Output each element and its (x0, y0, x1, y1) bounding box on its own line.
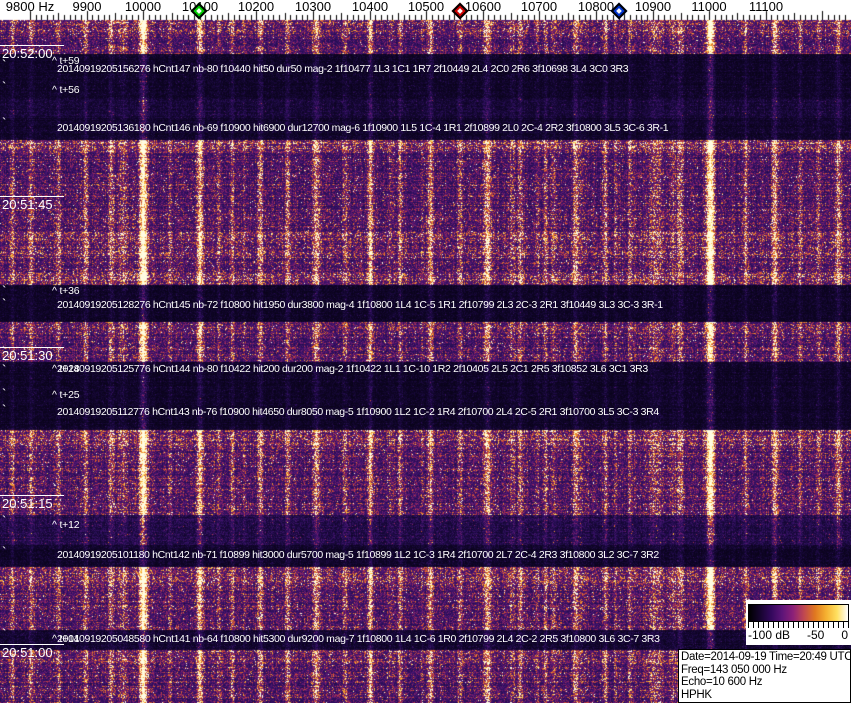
freq-tick-label: 10200 (237, 0, 275, 14)
echo-annotation: ^ t+36 (52, 285, 80, 297)
edge-tick-mark: ` (2, 344, 7, 359)
freq-tick-label: 10800 (577, 0, 615, 14)
status-info-box: Date=2014-09-19 Time=20:49 UTC Freq=143 … (678, 649, 851, 703)
freq-tick-label: 10300 (294, 0, 332, 14)
edge-tick-mark: ` (2, 544, 7, 559)
edge-tick-mark: ` (2, 362, 7, 377)
color-scale-labels: -100 dB -50 0 (748, 629, 848, 642)
time-tick-label: 20:52:00 (0, 45, 64, 60)
edge-tick-mark: ` (2, 115, 7, 130)
freq-tick-label: 10900 (634, 0, 672, 14)
freq-tick-label: 10700 (520, 0, 558, 14)
color-scale-legend: -100 dB -50 0 (746, 600, 851, 645)
info-station: HPHK (681, 688, 712, 701)
color-scale-ticks (748, 622, 849, 628)
scale-label-min: -100 dB (748, 628, 791, 642)
scale-label-max: 0 (841, 628, 848, 642)
echo-annotation: ^ t+01 (52, 633, 80, 645)
freq-tick-label: 10600 (464, 0, 502, 14)
frequency-axis: 9800 Hz990010000101001020010300104001050… (0, 0, 851, 20)
edge-tick-mark: ` (2, 283, 7, 298)
edge-tick-mark: ` (2, 513, 7, 528)
info-frequency: Freq=143 050 000 Hz (681, 663, 787, 676)
time-tick-label: 20:51:45 (0, 196, 64, 211)
echo-annotation: ^ t+28 (52, 363, 80, 375)
edge-tick-mark: ` (2, 296, 7, 311)
freq-tick-label: 11100 (748, 0, 784, 14)
detection-log-line: 20140919205156276 hCnt147 nb-80 f10440 h… (57, 63, 629, 75)
color-scale-gradient (748, 604, 849, 622)
edge-tick-mark: ` (2, 386, 7, 401)
scale-label-mid: -50 (807, 628, 825, 642)
freq-tick-label: 11000 (691, 0, 727, 14)
detection-log-line: 20140919205112776 hCnt143 nb-76 f10900 h… (57, 406, 659, 418)
time-tick-label: 20:51:15 (0, 495, 64, 510)
echo-annotation: ^ t+59 (52, 55, 80, 67)
edge-tick-mark: ` (2, 79, 7, 94)
edge-tick-mark: ` (2, 402, 7, 417)
detection-log-line: 20140919205101180 hCnt142 nb-71 f10899 h… (57, 549, 659, 561)
detection-log-line: 20140919205128276 hCnt145 nb-72 f10800 h… (57, 299, 663, 311)
info-date-time: Date=2014-09-19 Time=20:49 UTC (681, 651, 851, 663)
freq-tick-label: 10000 (124, 0, 162, 14)
edge-tick-mark: ` (2, 57, 7, 72)
time-tick-label: 20:51:30 (0, 347, 64, 362)
detection-log-line: 20140919205125776 hCnt144 nb-80 f10422 h… (57, 363, 648, 375)
freq-tick-label: 10400 (351, 0, 389, 14)
echo-annotation: ^ t+25 (52, 389, 80, 401)
time-tick-label: 20:51:00 (0, 644, 64, 659)
freq-tick-label: 9900 (72, 0, 102, 14)
echo-annotation: ^ t+56 (52, 84, 80, 96)
info-echo: Echo=10 600 Hz (681, 676, 763, 688)
freq-tick-label: 10500 (407, 0, 445, 14)
freq-tick-label: 9800 Hz (5, 0, 55, 14)
detection-log-line: 20140919205048580 hCnt141 nb-64 f10800 h… (57, 633, 660, 645)
echo-annotation: ^ t+12 (52, 519, 80, 531)
detection-log-line: 20140919205136180 hCnt146 nb-69 f10900 h… (57, 122, 669, 134)
edge-tick-mark: ` (2, 626, 7, 641)
